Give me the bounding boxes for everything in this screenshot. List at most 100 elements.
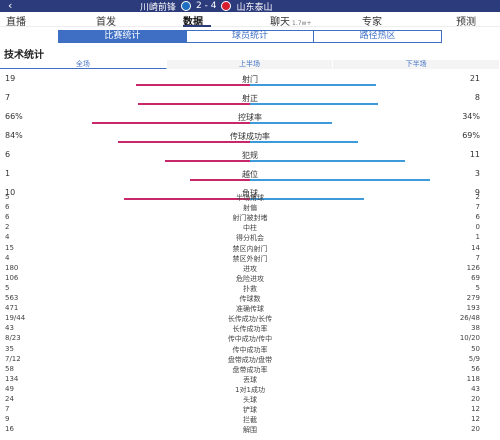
period-tabs: 全场 上半场 下半场 (0, 60, 500, 69)
stat-label: 射正 (242, 94, 258, 103)
detail-home-value: 6 (5, 203, 10, 212)
detail-home-value: 7 (5, 405, 10, 414)
stat-home-bar (92, 122, 250, 124)
detail-row: 6 射偏 7 (0, 203, 500, 213)
stat-row: 1 越位 3 (0, 169, 500, 187)
tab-prediction[interactable]: 预测 (456, 17, 476, 28)
detail-row: 19/44 长传成功/长传 26/48 (0, 314, 500, 324)
detail-home-value: 563 (5, 294, 19, 302)
detail-label: 丢球 (243, 375, 257, 384)
detail-label: 传中成功率 (232, 345, 268, 354)
subtab-player-stats[interactable]: 球员统计 (187, 31, 315, 42)
stat-label: 控球率 (238, 113, 262, 122)
detail-row: 15 禁区内射门 14 (0, 244, 500, 254)
stat-label: 射门 (242, 75, 258, 84)
detail-label: 扑救 (243, 284, 257, 293)
tab-experts[interactable]: 专家 (362, 17, 382, 28)
detail-label: 危险进攻 (236, 274, 264, 283)
stat-row: 6 犯规 11 (0, 150, 500, 168)
detail-row: 24 头球 20 (0, 395, 500, 405)
detail-row: 5 半场角球 2 (0, 193, 500, 203)
section-title: 技术统计 (4, 50, 44, 61)
stat-home-value: 1 (5, 169, 11, 178)
stat-home-value: 19 (5, 74, 16, 83)
detail-home-value: 8/23 (5, 334, 21, 343)
stat-home-bar (124, 198, 250, 200)
detail-label: 传球数 (239, 295, 261, 303)
stat-away-value: 8 (474, 93, 480, 102)
detail-label: 长传成功/长传 (227, 315, 273, 324)
detail-row: 8/23 传中成功/传中 10/20 (0, 334, 500, 344)
detail-home-value: 6 (5, 213, 10, 222)
detail-away-value: 0 (475, 223, 480, 232)
stat-away-value: 9 (474, 188, 480, 197)
detail-away-value: 26/48 (459, 314, 480, 323)
detail-home-value: 58 (5, 364, 14, 373)
detail-row: 43 长传成功率 38 (0, 324, 500, 334)
stat-away-bar (250, 141, 358, 143)
detail-home-value: 19/44 (5, 314, 26, 323)
period-full[interactable]: 全场 (0, 60, 167, 69)
tab-lineup[interactable]: 首发 (96, 17, 116, 28)
detail-home-value: 24 (5, 395, 14, 403)
tab-live[interactable]: 直播 (6, 17, 26, 28)
detail-away-value: 50 (471, 344, 480, 353)
detail-row: 7/12 盘带成功/盘带 5/9 (0, 355, 500, 365)
match-header: ‹ 川崎前锋 2 - 4 山东泰山 (0, 0, 500, 13)
stat-away-bar (250, 84, 376, 86)
detail-away-value: 69 (471, 273, 480, 282)
detail-row: 106 危险进攻 69 (0, 274, 500, 284)
detail-away-value: 14 (471, 243, 480, 252)
detail-away-value: 20 (471, 425, 480, 434)
detail-away-value: 7 (475, 253, 480, 262)
stat-home-bar (118, 141, 250, 143)
stat-row: 84% 传球成功率 69% (0, 131, 500, 149)
detail-row: 471 准确传球 193 (0, 304, 500, 314)
detail-away-value: 56 (471, 364, 480, 373)
detail-row: 5 扑救 5 (0, 284, 500, 294)
detail-row: 4 得分机会 1 (0, 233, 500, 243)
detail-away-value: 279 (466, 294, 480, 302)
detail-away-value: 38 (471, 324, 480, 333)
stat-away-value: 34% (462, 112, 480, 121)
detail-label: 得分机会 (236, 234, 264, 243)
detail-row: 9 拦截 12 (0, 415, 500, 425)
detail-home-value: 4 (5, 233, 10, 242)
detail-away-value: 5 (475, 283, 480, 292)
detail-away-value: 43 (471, 384, 480, 393)
stat-label: 角球 (242, 189, 258, 198)
stat-home-value: 84% (5, 131, 23, 140)
period-second-half[interactable]: 下半场 (333, 60, 500, 69)
detail-label: 头球 (243, 396, 257, 404)
stat-away-value: 3 (474, 169, 480, 178)
stat-away-value: 21 (469, 74, 480, 83)
subtab-match-stats[interactable]: 比赛统计 (59, 31, 187, 42)
period-first-half[interactable]: 上半场 (166, 60, 334, 69)
back-icon[interactable]: ‹ (8, 0, 13, 12)
detail-label: 进攻 (243, 264, 257, 273)
detail-home-value: 7/12 (5, 354, 21, 363)
tab-data[interactable]: 数据 (183, 17, 203, 28)
away-team-name: 山东泰山 (236, 2, 273, 13)
detail-row: 16 解围 20 (0, 425, 500, 435)
detail-label: 禁区内射门 (232, 244, 268, 253)
stat-label: 犯规 (242, 151, 258, 160)
detail-away-value: 1 (475, 233, 480, 242)
detail-label: 盘带成功/盘带 (227, 355, 273, 364)
detail-home-value: 5 (5, 283, 10, 292)
detail-home-value: 471 (5, 304, 19, 313)
home-team-name: 川崎前锋 (140, 2, 177, 13)
stat-home-bar (165, 160, 250, 162)
stat-label: 越位 (242, 170, 258, 179)
subtab-heatmap[interactable]: 路径热区 (359, 31, 396, 41)
tab-chat[interactable]: 聊天 1.7w+ (270, 13, 311, 28)
detail-away-value: 10/20 (459, 334, 480, 343)
stat-row: 7 射正 8 (0, 93, 500, 111)
stat-away-bar (250, 179, 430, 181)
detail-home-value: 2 (5, 223, 10, 232)
stat-home-value: 66% (5, 112, 23, 121)
detail-row: 58 盘带成功率 56 (0, 365, 500, 375)
detail-home-value: 35 (5, 344, 14, 353)
detail-row: 2 中柱 0 (0, 223, 500, 233)
stat-away-bar (250, 122, 332, 124)
